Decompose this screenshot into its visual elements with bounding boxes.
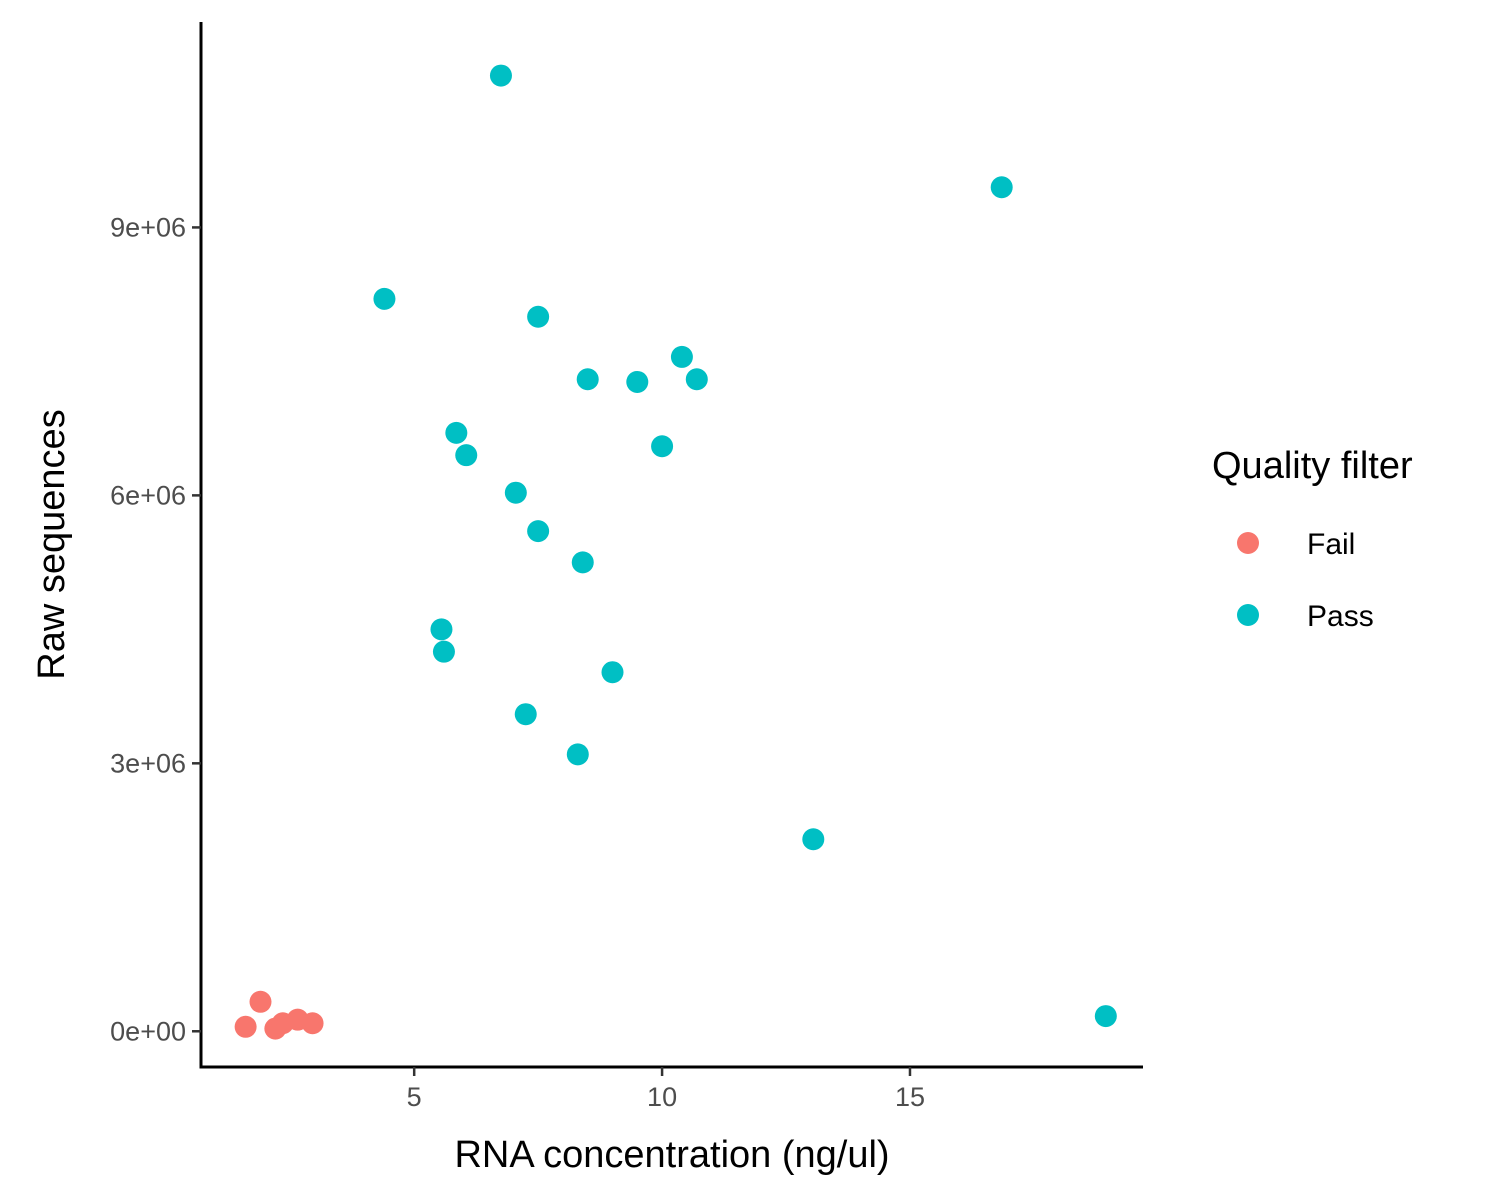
- data-point-pass: [527, 520, 550, 543]
- legend-items: Fail Pass: [1237, 528, 1374, 633]
- data-point-pass: [990, 176, 1013, 199]
- data-point-pass: [802, 828, 825, 851]
- x-tick-label: 5: [407, 1082, 422, 1112]
- x-axis-title: RNA concentration (ng/ul): [454, 1134, 889, 1176]
- data-point-pass: [566, 743, 589, 766]
- legend-key-fail: [1237, 532, 1259, 554]
- legend-label-pass: Pass: [1307, 600, 1374, 633]
- data-point-pass: [626, 370, 649, 393]
- data-point-pass: [685, 368, 708, 391]
- y-tick-label: 0e+00: [110, 1016, 186, 1046]
- data-point-pass: [514, 703, 537, 726]
- data-point-pass: [527, 305, 550, 328]
- data-point-pass: [373, 287, 396, 310]
- legend-key-pass: [1237, 604, 1259, 626]
- data-point-fail: [234, 1015, 257, 1038]
- data-point-fail: [301, 1012, 324, 1035]
- y-axis-ticks: 0e+00 3e+06 6e+06 9e+06: [110, 212, 201, 1046]
- data-point-pass: [504, 481, 527, 504]
- y-tick-label: 3e+06: [110, 748, 186, 778]
- points-layer: [234, 64, 1117, 1040]
- data-point-fail: [249, 990, 272, 1013]
- data-point-pass: [571, 551, 594, 574]
- x-axis-ticks: 5 10 15: [407, 1067, 925, 1112]
- y-tick-label: 6e+06: [110, 480, 186, 510]
- data-point-pass: [455, 444, 478, 467]
- legend-label-fail: Fail: [1307, 528, 1355, 561]
- data-point-pass: [445, 421, 468, 444]
- data-point-pass: [489, 64, 512, 87]
- legend: Quality filter Fail Pass: [1212, 445, 1413, 633]
- legend-title: Quality filter: [1212, 445, 1413, 487]
- y-axis-title: Raw sequences: [31, 409, 73, 679]
- x-tick-label: 10: [647, 1082, 677, 1112]
- x-tick-label: 15: [895, 1082, 925, 1112]
- data-point-pass: [432, 640, 455, 663]
- y-tick-label: 9e+06: [110, 212, 186, 242]
- data-point-pass: [601, 661, 624, 684]
- data-point-pass: [651, 435, 674, 458]
- data-point-pass: [1094, 1005, 1117, 1028]
- data-point-pass: [576, 368, 599, 391]
- data-point-pass: [430, 618, 453, 641]
- data-point-pass: [670, 345, 693, 368]
